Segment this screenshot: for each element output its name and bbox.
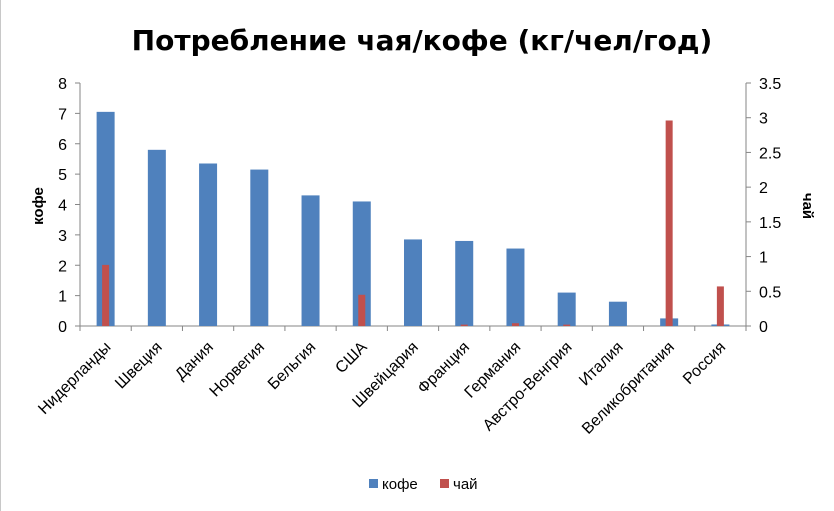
y-right-tick-label: 2.5: [759, 145, 781, 162]
y-left-tick-label: 1: [58, 289, 67, 306]
legend-swatch: [369, 479, 378, 488]
bar-coffee: [352, 201, 371, 326]
y-axis-right-title: чай: [799, 193, 816, 219]
y-right-tick-label: 0.5: [759, 284, 781, 301]
x-tick-label: США: [332, 339, 370, 377]
bar-coffee: [506, 248, 525, 326]
y-left-tick-label: 8: [58, 76, 67, 93]
x-tick-label: Бельгия: [265, 339, 319, 393]
bar-coffee: [147, 149, 166, 326]
legend-label: кофе: [382, 476, 418, 493]
bar-tea: [716, 286, 724, 326]
y-right-tick-label: 3.5: [759, 76, 781, 93]
y-left-tick-label: 3: [58, 228, 67, 245]
y-left-tick-label: 2: [58, 258, 67, 275]
x-tick-label: Австро-Венгрия: [480, 339, 576, 435]
bar-tea: [563, 324, 571, 326]
x-tick-label: Великобритания: [579, 339, 678, 438]
bar-coffee: [404, 239, 422, 326]
legend: кофе чай: [369, 476, 478, 493]
x-tick-label: Норвегия: [207, 339, 269, 401]
legend-swatch: [440, 479, 449, 488]
bar-coffee: [455, 240, 474, 326]
bar-tea: [460, 324, 468, 326]
chart-title: Потребление чая/кофе (кг/чел/год): [132, 24, 713, 57]
y-left-tick-label: 0: [58, 319, 67, 336]
bar-tea: [358, 294, 366, 326]
bar-coffee: [199, 163, 218, 326]
y-right-tick-label: 2: [759, 180, 768, 197]
bar-coffee: [608, 301, 627, 326]
bar-coffee: [557, 292, 576, 326]
y-left-tick-label: 7: [58, 106, 67, 123]
y-right-tick-label: 0: [759, 319, 768, 336]
bar-tea: [665, 120, 673, 327]
bar-coffee: [250, 169, 269, 326]
bar-coffee: [96, 111, 115, 326]
bar-coffee: [301, 195, 320, 326]
x-tick-label: Италия: [576, 339, 627, 390]
x-tick-label: Дания: [172, 339, 217, 384]
y-right-tick-label: 1: [759, 250, 768, 267]
y-left-tick-label: 5: [58, 167, 67, 184]
x-tick-label: Швеция: [112, 339, 165, 392]
x-tick-label: Нидерланды: [35, 339, 114, 418]
y-left-tick-label: 4: [58, 198, 67, 215]
plot-area: 0 1 2 3 4 5 6 7 8 0 0.5 1 1.5 2 2.5 3 3.5 НидерландыШвеци…: [35, 76, 781, 438]
bar-tea: [102, 264, 110, 326]
y-axis-left-title: кофе: [30, 187, 47, 225]
bar-tea: [511, 323, 519, 326]
y-right-tick-label: 3: [759, 111, 768, 128]
legend-label: чай: [453, 476, 478, 493]
y-left-tick-label: 6: [58, 137, 67, 154]
y-right-tick-label: 1.5: [759, 215, 781, 232]
x-tick-label: Россия: [680, 339, 729, 388]
